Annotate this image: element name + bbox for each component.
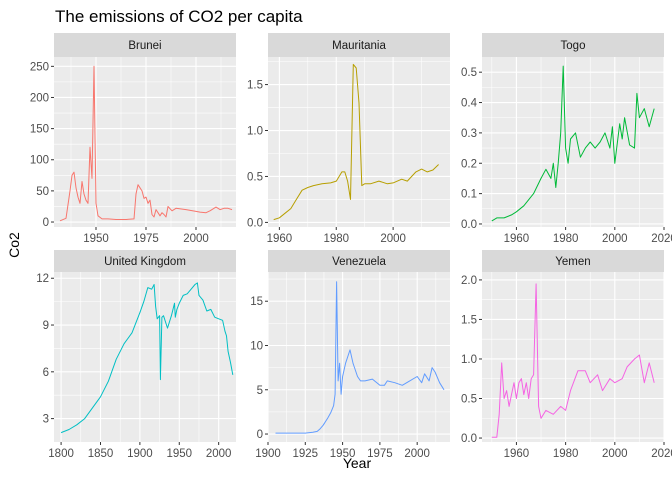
x-tick-label: 2000 (380, 233, 406, 245)
y-tick-label: 200 (30, 92, 49, 104)
y-tick-label: 0.4 (461, 98, 478, 110)
x-tick-label: 1950 (166, 448, 192, 460)
y-tick-label: 12 (36, 273, 49, 285)
strip-background (268, 33, 450, 57)
x-tick-label: 1960 (504, 448, 530, 460)
y-tick-label: 0.2 (461, 158, 477, 170)
x-tick-label: 1980 (553, 233, 579, 245)
x-tick-label: 1925 (292, 448, 318, 460)
facet-brunei: Brunei 1950 1975 2000 0 50 100 150 200 250 (30, 33, 236, 245)
y-tick-label: 150 (30, 124, 49, 136)
chart-title: The emissions of CO2 per capita (55, 7, 303, 26)
strip-background (482, 33, 664, 57)
strip-label: Mauritania (332, 40, 386, 52)
x-axis-title: Year (343, 455, 372, 471)
y-tick-label: 2.0 (461, 275, 477, 287)
series-line-united-kingdom (60, 282, 234, 434)
series-line-mauritania (273, 63, 439, 221)
x-tick-label: 2000 (602, 448, 628, 460)
y-tick-label: 1.5 (247, 80, 263, 92)
series-line-venezuela (275, 281, 445, 434)
y-tick-label: 0.0 (247, 217, 263, 229)
y-tick-label: 1.5 (461, 314, 477, 326)
x-tick-label: 1900 (127, 448, 153, 460)
y-tick-label: 0 (257, 429, 263, 441)
y-tick-label: 50 (36, 186, 49, 198)
strip-label: United Kingdom (104, 256, 186, 268)
x-tick-label: 2000 (404, 448, 430, 460)
y-tick-label: 250 (30, 61, 49, 73)
x-tick-label: 1850 (88, 448, 114, 460)
strip-background (54, 250, 236, 272)
x-tick-label: 2000 (602, 233, 628, 245)
x-tick-label: 2000 (206, 448, 232, 460)
y-tick-label: 0.0 (461, 433, 477, 445)
y-tick-label: 9 (43, 320, 49, 332)
y-tick-label: 0.1 (461, 189, 477, 201)
strip-background (482, 250, 664, 272)
y-tick-label: 0.0 (461, 219, 477, 231)
facet-mauritania: Mauritania 1960 1980 2000 0.0 0.5 1.0 1.5 (247, 33, 450, 245)
x-tick-label: 1950 (83, 233, 109, 245)
x-tick-label: 1980 (323, 233, 349, 245)
panel-background (54, 272, 236, 442)
x-tick-label: 1950 (330, 448, 356, 460)
x-tick-label: 1980 (553, 448, 579, 460)
y-tick-label: 1.0 (461, 354, 477, 366)
panel-background (482, 272, 664, 442)
y-tick-label: 0.3 (461, 128, 477, 140)
x-tick-label: 1800 (48, 448, 74, 460)
strip-label: Venezuela (332, 256, 386, 268)
y-tick-label: 5 (257, 385, 263, 397)
strip-background (268, 250, 450, 272)
y-tick-label: 15 (250, 296, 263, 308)
panel-background (268, 57, 450, 227)
x-tick-label: 2000 (183, 233, 209, 245)
strip-label: Togo (561, 40, 586, 52)
series-line-brunei (59, 65, 233, 222)
y-tick-label: 6 (43, 367, 49, 379)
x-tick-label: 1960 (504, 233, 530, 245)
facet-united-kingdom: United Kingdom 1800 1850 1900 1950 2000 3 6 9 12 (36, 250, 236, 460)
strip-label: Brunei (128, 40, 161, 52)
facet-venezuela: Venezuela 1900 1925 1950 1975 2000 0 5 10 15 (250, 250, 450, 460)
panel-background (482, 57, 664, 227)
series-line-yemen (491, 283, 655, 438)
panel-background (268, 272, 450, 442)
strip-label: Yemen (555, 256, 590, 268)
y-axis-title: Co2 (6, 232, 22, 258)
y-tick-label: 100 (30, 155, 49, 167)
strip-background (54, 33, 236, 57)
y-tick-label: 3 (43, 414, 49, 426)
y-tick-label: 1.0 (247, 126, 263, 138)
y-tick-label: 0.5 (461, 394, 477, 406)
x-tick-label: 1975 (133, 233, 159, 245)
series-line-togo (491, 65, 655, 222)
x-tick-label: 1975 (367, 448, 393, 460)
y-tick-label: 10 (250, 340, 263, 352)
y-tick-label: 0.5 (461, 67, 477, 79)
y-tick-label: 0.5 (247, 171, 263, 183)
panel-background (54, 57, 236, 227)
x-tick-label: 1900 (255, 448, 281, 460)
x-tick-label: 1960 (267, 233, 293, 245)
y-tick-label: 0 (43, 217, 49, 229)
